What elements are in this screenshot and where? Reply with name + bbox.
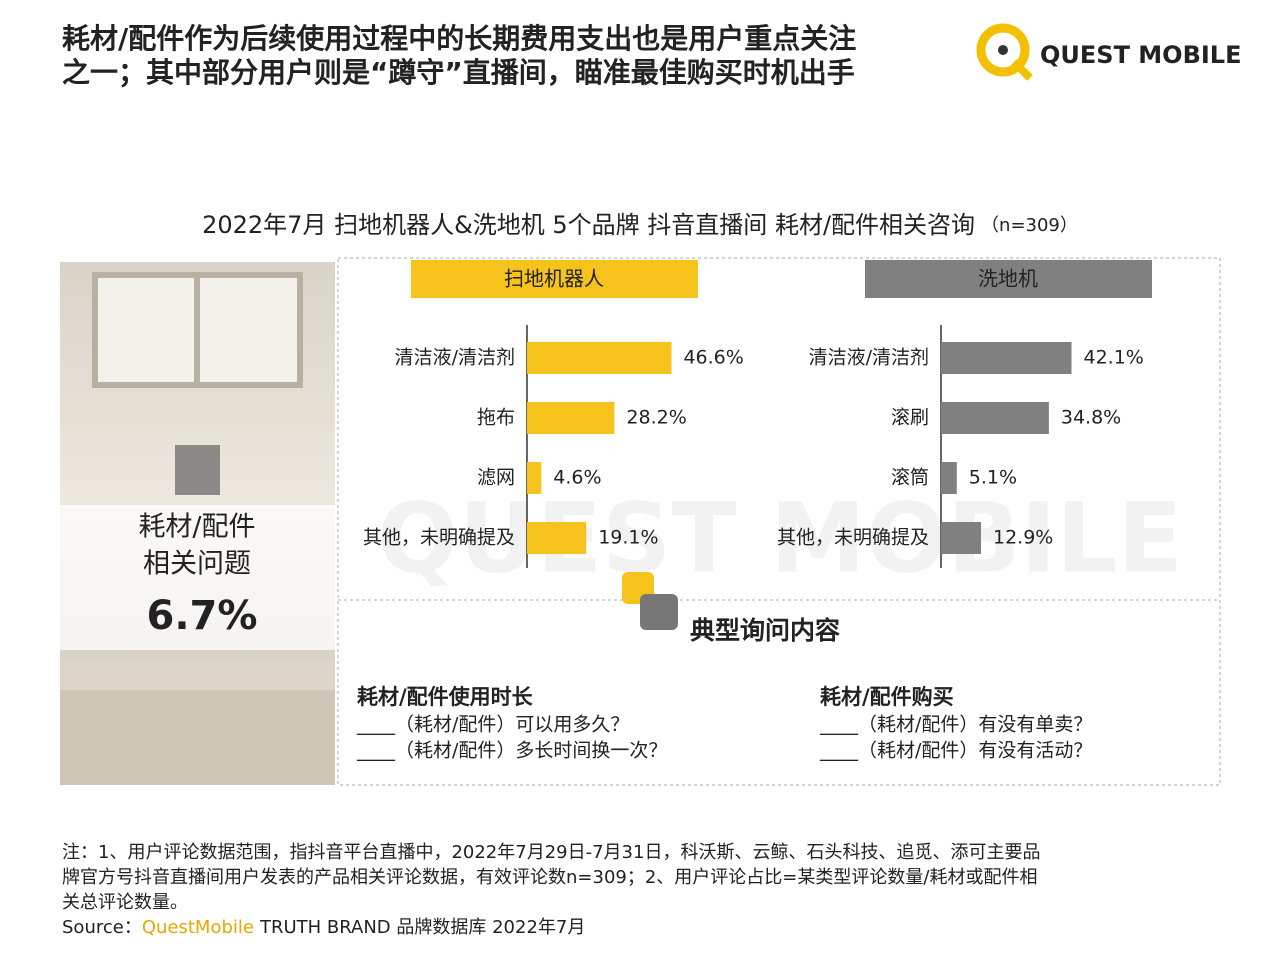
footnote: 牌官方号抖音直播间用户发表的产品相关评论数据，有效评论数n=309；2、用户评论… [62,867,1037,888]
source: Source：QuestMobile TRUTH BRAND 品牌数据库 2022… [62,917,585,938]
value-label: 28.2% [626,407,686,429]
bar [941,402,1049,434]
questions-title: 典型询问内容 [690,616,840,645]
value-label: 4.6% [553,467,601,489]
question-item: ____（耗材/配件）多长时间换一次？ [356,740,667,762]
category-label: 拖布 [477,407,515,429]
panel-value: 6.7% [147,593,258,639]
bar [527,462,542,494]
category-label: 清洁液/清洁剂 [809,347,929,369]
logo-text: QUEST MOBILE [1040,41,1242,69]
question-item: ____（耗材/配件）有没有单卖？ [819,714,1092,736]
value-label: 19.1% [598,527,658,549]
chart-header [411,260,698,298]
title-line: 耗材/配件作为后续使用过程中的长期费用支出也是用户重点关注 [62,22,856,55]
bar [527,342,672,374]
title-line: 之一；其中部分用户则是“蹲守”直播间，瞄准最佳购买时机出手 [62,56,855,89]
bar [941,462,957,494]
value-label: 34.8% [1061,407,1121,429]
chart-title-note: （n=309） [981,215,1078,236]
source-brand: QuestMobile [142,917,254,938]
chart-header [865,260,1152,298]
category-label: 滚筒 [891,467,929,489]
category-label: 其他，未明确提及 [363,527,515,549]
photo-panel [60,262,335,785]
footnote: 关总评论数量。 [62,892,188,913]
question-item: ____（耗材/配件）有没有活动？ [819,740,1092,762]
chart-header-label: 扫地机器人 [504,267,604,291]
source-label: Source： [62,917,142,938]
quote-icon [622,572,678,630]
question-item: ____（耗材/配件）可以用多久？ [356,714,629,736]
category-label: 清洁液/清洁剂 [395,347,515,369]
chart-title-main: 2022年7月 扫地机器人&洗地机 5个品牌 抖音直播间 耗材/配件相关咨询 [202,211,975,239]
value-label: 12.9% [993,527,1053,549]
frame [337,257,1221,786]
category-label: 其他，未明确提及 [777,527,929,549]
value-label: 5.1% [969,467,1017,489]
value-label: 42.1% [1084,347,1144,369]
source-text: TRUTH BRAND 品牌数据库 2022年7月 [259,917,585,938]
logo-icon [976,23,1033,81]
category-label: 滚刷 [891,407,929,429]
watermark: QUEST MOBILE [377,482,1183,594]
question-heading: 耗材/配件购买 [820,685,954,709]
value-label: 46.6% [683,347,743,369]
panel-label: 相关问题 [143,549,251,580]
bar [941,522,981,554]
bar [527,522,587,554]
bar [941,342,1072,374]
bar [527,402,615,434]
question-heading: 耗材/配件使用时长 [357,685,534,709]
category-label: 滤网 [477,467,515,489]
panel-label: 耗材/配件 [138,512,255,543]
chart-title: 2022年7月 扫地机器人&洗地机 5个品牌 抖音直播间 耗材/配件相关咨询 （n… [202,211,1078,239]
chart-header-label: 洗地机 [978,267,1038,291]
footnote: 注：1、用户评论数据范围，指抖音平台直播中，2022年7月29日-7月31日，科… [62,842,1040,863]
